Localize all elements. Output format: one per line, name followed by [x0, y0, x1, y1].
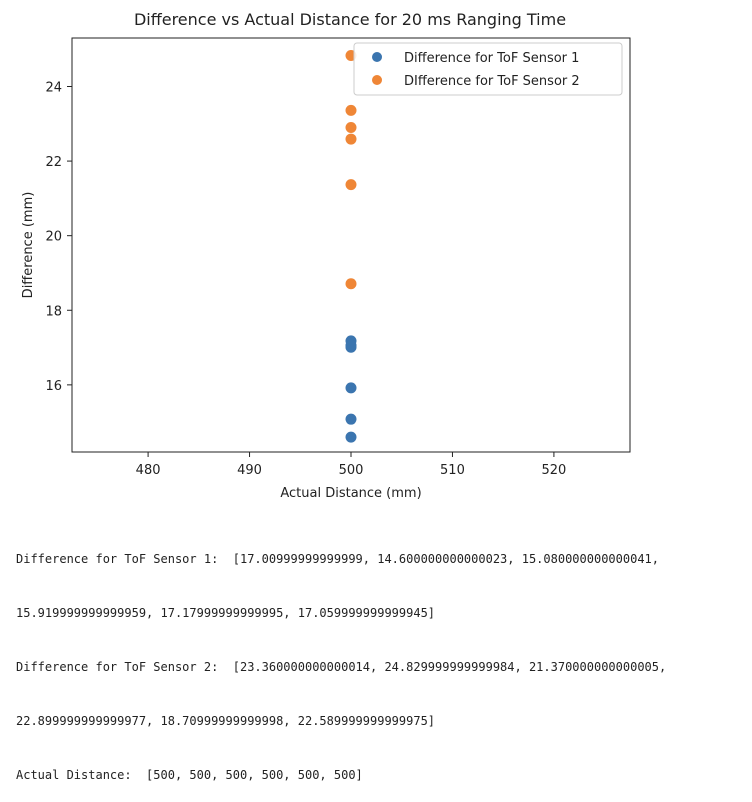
legend-label-series-2: DIfference for ToF Sensor 2 [404, 74, 580, 89]
legend-box [353, 42, 623, 96]
y-tick-label: 24 [45, 80, 62, 95]
console-output: Difference for ToF Sensor 1: [17.0099999… [16, 514, 746, 802]
x-tick-label: 510 [440, 463, 465, 478]
y-axis-label: Difference (mm) [21, 192, 36, 299]
x-tick-label: 490 [237, 463, 262, 478]
output-line: Difference for ToF Sensor 2: [23.3600000… [16, 660, 667, 674]
y-axis: 16 18 20 22 24 [45, 80, 72, 394]
series-2-point [345, 278, 357, 290]
chart-figure: Difference vs Actual Distance for 20 ms … [21, 10, 631, 501]
series-1-point [345, 413, 357, 425]
scatter-chart: Difference vs Actual Distance for 20 ms … [21, 10, 631, 501]
output-line: 22.899999999999977, 18.70999999999998, 2… [16, 714, 436, 728]
series-2-point [345, 104, 357, 116]
series-1-point [345, 339, 357, 351]
x-tick-label: 520 [541, 463, 566, 478]
chart-title: Difference vs Actual Distance for 20 ms … [134, 10, 566, 29]
x-tick-label: 500 [339, 463, 364, 478]
series-2-point [345, 179, 357, 191]
legend-marker-series-2 [372, 75, 382, 85]
legend-label-series-1: Difference for ToF Sensor 1 [404, 51, 579, 66]
output-line: 15.919999999999959, 17.17999999999995, 1… [16, 606, 436, 620]
data-points [345, 50, 357, 443]
y-tick-label: 18 [45, 304, 62, 319]
x-axis: 480 490 500 510 520 [136, 452, 566, 478]
legend-marker-series-1 [372, 52, 382, 62]
x-axis-label: Actual Distance (mm) [280, 486, 421, 501]
y-tick-label: 22 [45, 155, 62, 170]
legend: Difference for ToF Sensor 1 DIfference f… [353, 42, 623, 96]
x-tick-label: 480 [136, 463, 161, 478]
output-line: Difference for ToF Sensor 1: [17.0099999… [16, 552, 659, 566]
y-tick-label: 20 [45, 230, 62, 245]
output-line: Actual Distance: [500, 500, 500, 500, 50… [16, 768, 363, 782]
series-1-point [345, 382, 357, 394]
series-2-point [345, 133, 357, 145]
series-2-point [345, 122, 357, 134]
y-tick-label: 16 [45, 379, 62, 394]
series-1-point [345, 431, 357, 443]
